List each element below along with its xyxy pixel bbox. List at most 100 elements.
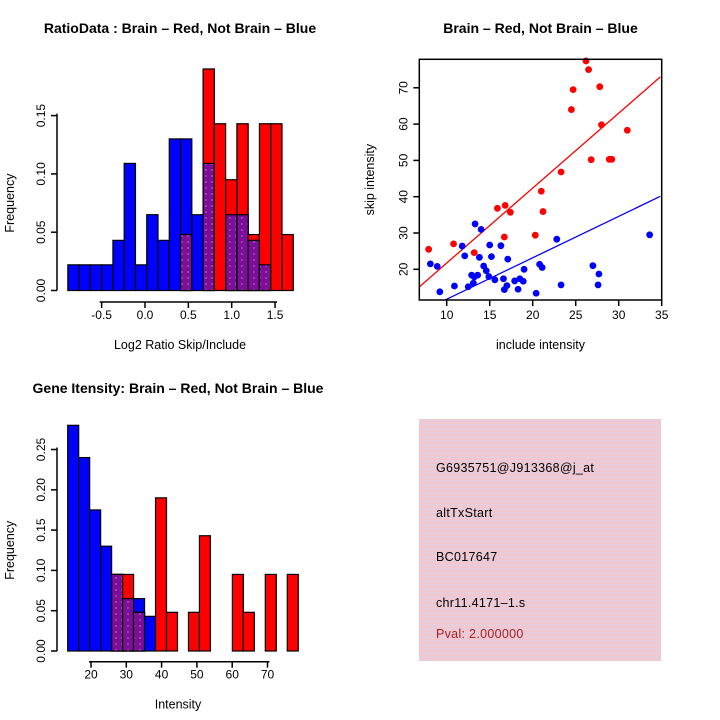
y-tick-label: 0.15 <box>34 518 48 542</box>
scatter-point-red <box>585 66 592 74</box>
scatter-point-red <box>623 126 631 134</box>
accession-text: BC017647 <box>436 550 498 564</box>
scatter-point-blue <box>482 267 490 275</box>
scatter-point-red <box>598 121 605 129</box>
hist-bar-overlap <box>236 214 249 292</box>
y-tick-label: 0.10 <box>34 558 48 582</box>
plot-box <box>418 58 663 301</box>
x-tick-label: 30 <box>120 668 134 682</box>
intensity_scatter-blue-points <box>426 220 654 297</box>
x-tick-label: 70 <box>261 668 275 682</box>
scatter-point-blue <box>475 253 483 261</box>
x-axis-title: Log2 Ratio Skip/Include <box>114 338 246 352</box>
scatter-point-blue <box>485 273 493 280</box>
scatter-point-blue <box>646 231 654 239</box>
x-tick-label: 1.0 <box>223 308 240 322</box>
hist-bar-blue <box>134 264 148 292</box>
scatter-point-blue <box>491 276 499 284</box>
scatter-point-red <box>568 106 575 113</box>
scatter-point-blue <box>514 285 522 293</box>
scatter-point-red <box>425 245 433 253</box>
scatter-point-blue <box>553 235 561 243</box>
scatter-point-blue <box>461 252 469 260</box>
scatter-point-blue <box>486 241 494 249</box>
x-tick-label: 50 <box>190 668 204 682</box>
scatter-point-blue <box>538 264 546 271</box>
scatter-point-red <box>587 156 595 164</box>
scatter-point-red <box>539 208 547 215</box>
x-tick-label: 15 <box>483 308 497 322</box>
scatter-point-red <box>450 240 457 248</box>
scatter-point-red <box>596 83 604 91</box>
y-tick-label: 0.25 <box>34 437 48 461</box>
x-tick-label: 0.0 <box>137 308 154 322</box>
scatter-point-blue <box>474 271 482 279</box>
hist-bar-overlap <box>258 264 272 292</box>
hist-bar-blue <box>146 214 159 292</box>
scatter-point-blue <box>469 279 477 287</box>
scatter-point-blue <box>497 242 505 250</box>
scatter-point-blue <box>594 281 602 289</box>
location-text: chr11.4171–1.s <box>436 596 526 610</box>
hist-bar-blue <box>123 162 137 292</box>
y-tick-label: 0.00 <box>34 278 48 302</box>
pval-text: Pval: 2.000000 <box>436 627 524 641</box>
x-tick-label: 40 <box>155 668 169 682</box>
x-tick-label: 20 <box>84 668 98 682</box>
chart-title: Gene Itensity: Brain – Red, Not Brain – … <box>33 380 324 396</box>
not-brain-fit-line <box>444 195 661 300</box>
hist-bar-red <box>213 123 227 292</box>
hist-bar-blue <box>168 138 182 292</box>
scatter-point-red <box>501 202 509 209</box>
y-tick-label: 0.20 <box>34 478 48 502</box>
hist-bar-blue <box>143 615 157 652</box>
x-tick-label: -0.5 <box>91 308 112 322</box>
scatter-point-blue <box>477 225 485 233</box>
scatter-point-blue <box>520 265 528 273</box>
event-type-text: altTxStart <box>436 506 493 520</box>
scatter-point-blue <box>471 220 479 228</box>
x-tick-label: 0.5 <box>180 308 197 322</box>
intensity_scatter-panel: 10 15 20 25 30 35 20 30 40 50 60 70 Brain – Red, Not… <box>363 20 669 352</box>
hist-bar-overlap <box>225 214 238 292</box>
intensity_scatter-red-points <box>425 57 631 257</box>
hist-bar-overlap <box>202 162 215 292</box>
y-tick-label: 0.15 <box>34 104 48 128</box>
gene_intensity_histogram-panel: 0.00 0.05 0.10 0.15 0.20 0.25 20 30 40 50 60 70 Gene… <box>3 380 324 712</box>
scatter-point-blue <box>464 283 472 291</box>
gene-info-panel: G6935751@J913368@j_at altTxStart BC01764… <box>419 419 661 661</box>
scatter-point-blue <box>511 277 519 285</box>
chart-title: RatioData : Brain – Red, Not Brain – Blu… <box>44 20 316 36</box>
hist-bar-blue <box>100 545 113 652</box>
hist-bar-blue <box>78 264 91 292</box>
hist-bar-red <box>281 233 294 292</box>
hist-bar-red <box>187 611 201 652</box>
scatter-point-blue <box>458 242 466 250</box>
scatter-point-blue <box>433 262 441 270</box>
hist-bar-red <box>270 123 283 292</box>
scatter-point-red <box>494 204 501 212</box>
hist-bar-overlap <box>247 239 261 292</box>
scatter-point-blue <box>532 289 540 297</box>
scatter-point-red <box>506 208 514 216</box>
hist-bar-red <box>286 573 299 652</box>
hist-bar-overlap <box>121 598 135 652</box>
x-tick-label: 1.5 <box>267 308 284 322</box>
probe-id-text: G6935751@J913368@j_at <box>436 461 595 475</box>
hist-bar-blue <box>157 239 170 292</box>
hist-bar-blue <box>112 239 125 292</box>
hist-bar-blue <box>89 509 102 652</box>
hist-bar-overlap <box>111 573 124 652</box>
scatter-point-red <box>569 86 577 94</box>
hist-bar-red <box>198 535 212 652</box>
y-tick-label: 40 <box>396 190 410 204</box>
y-tick-label: 0.05 <box>34 220 48 244</box>
scatter-point-red <box>608 155 616 163</box>
hist-bar-red <box>231 573 244 652</box>
scatter-point-red <box>500 233 508 241</box>
y-axis-title: skip intensity <box>363 143 377 215</box>
hist-bar-overlap <box>132 611 146 652</box>
y-tick-label: 50 <box>396 153 410 167</box>
scatter-point-blue <box>557 281 565 289</box>
